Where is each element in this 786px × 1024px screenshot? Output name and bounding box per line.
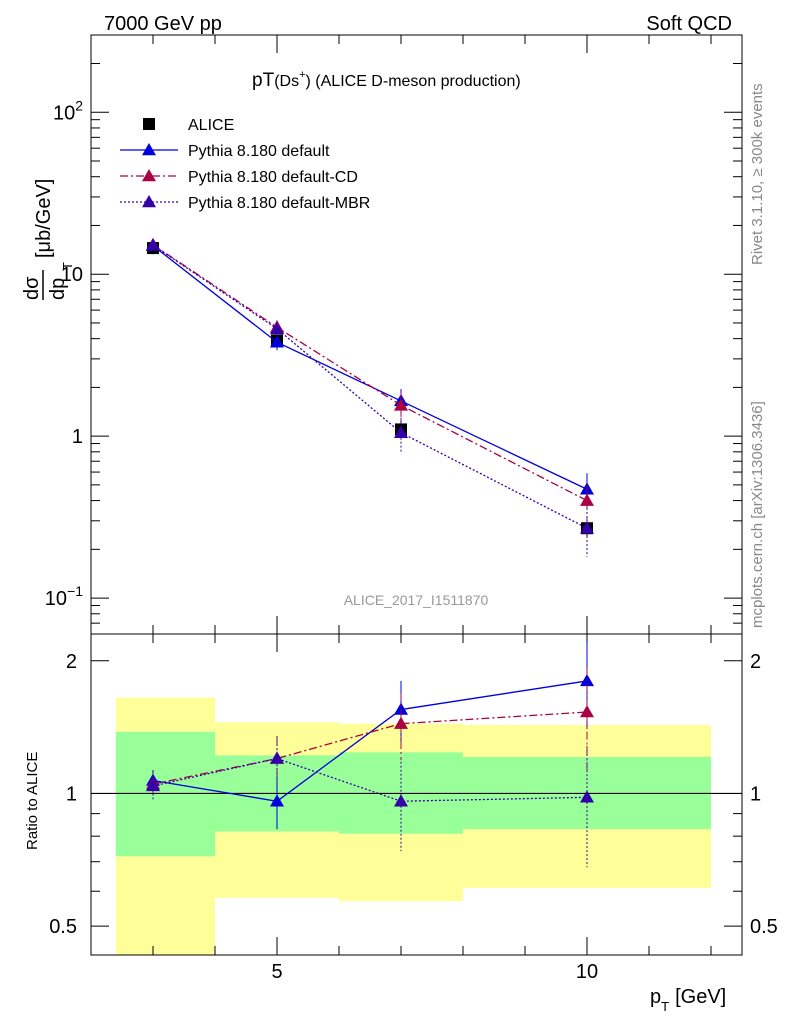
ratio-line-2 xyxy=(152,757,588,802)
ratio-y-tick-label: 1 xyxy=(66,783,77,805)
series-marker-2 xyxy=(580,521,594,534)
plot-title: pT(Ds+) (ALICE D-meson production) xyxy=(252,69,521,91)
x-axis-label: pT [GeV] xyxy=(650,986,726,1014)
y-tick-label: 102 xyxy=(53,97,83,124)
x-tick-label: 5 xyxy=(271,961,282,983)
svg-text:[μb/GeV]: [μb/GeV] xyxy=(33,179,55,258)
series-marker-2 xyxy=(270,321,284,335)
series-line-1 xyxy=(152,244,588,502)
ratio-panel-series xyxy=(146,642,594,868)
legend-marker-1 xyxy=(142,169,156,182)
ratio-y-tick-label: 2 xyxy=(66,651,77,673)
source-label: mcplots.cern.ch [arXiv:1306.3436] xyxy=(749,401,766,628)
series-marker-1 xyxy=(394,398,408,411)
ratio-marker-1 xyxy=(580,705,594,718)
y-tick-label: 10 xyxy=(61,264,83,286)
top-panel-series xyxy=(146,237,594,557)
ratio-y-tick-label-right: 1 xyxy=(750,783,761,805)
ratio-uncertainty-bands xyxy=(115,697,711,955)
legend: ALICE Pythia 8.180 default Pythia 8.180 de… xyxy=(120,117,370,212)
y-axis-label: dσ dp T [μb/GeV] xyxy=(21,179,75,300)
header-left: 7000 GeV pp xyxy=(104,13,222,35)
y-tick-label: 1 xyxy=(72,426,83,448)
ratio-y-tick-label: 0.5 xyxy=(49,916,77,938)
green-band xyxy=(115,731,215,857)
legend-alice-label: ALICE xyxy=(188,117,234,134)
ratio-marker-1 xyxy=(394,716,408,729)
ratio-line-1 xyxy=(152,711,588,785)
series-marker-0 xyxy=(270,335,284,348)
svg-text:dσ: dσ xyxy=(21,276,43,300)
analysis-watermark: ALICE_2017_I1511870 xyxy=(344,592,489,608)
ratio-y-tick-label-right: 0.5 xyxy=(750,916,778,938)
ratio-marker-2 xyxy=(580,790,594,803)
legend-alice-marker xyxy=(143,118,155,130)
ratio-marker-0 xyxy=(270,794,284,807)
y-tick-label: 10−1 xyxy=(45,583,83,610)
series-marker-2 xyxy=(394,425,408,438)
ratio-marker-0 xyxy=(394,702,408,715)
svg-text:T: T xyxy=(60,262,75,270)
header-right: Soft QCD xyxy=(646,13,732,35)
ratio-marker-2 xyxy=(146,778,160,792)
rivet-label: Rivet 3.1.10, ≥ 300k events xyxy=(749,83,766,265)
legend-label-2: Pythia 8.180 default-MBR xyxy=(188,195,370,212)
series-line-0 xyxy=(152,245,588,490)
ratio-line-0 xyxy=(152,680,588,802)
ratio-panel-axes: 5 10 0.5 0.5 1 1 2 2 xyxy=(49,633,778,983)
legend-marker-0 xyxy=(142,143,156,156)
ratio-axis-label: Ratio to ALICE xyxy=(24,752,41,850)
x-tick-label: 10 xyxy=(576,961,598,983)
series-marker-1 xyxy=(580,493,594,506)
legend-marker-2 xyxy=(142,195,156,208)
legend-label-1: Pythia 8.180 default-CD xyxy=(188,169,358,186)
ratio-y-tick-label-right: 2 xyxy=(750,651,761,673)
legend-label-0: Pythia 8.180 default xyxy=(188,143,330,160)
series-marker-2 xyxy=(146,238,160,251)
ratio-marker-2 xyxy=(394,794,408,807)
svg-text:dp: dp xyxy=(47,278,69,300)
ratio-marker-2 xyxy=(270,751,284,764)
ratio-frame xyxy=(90,633,743,956)
